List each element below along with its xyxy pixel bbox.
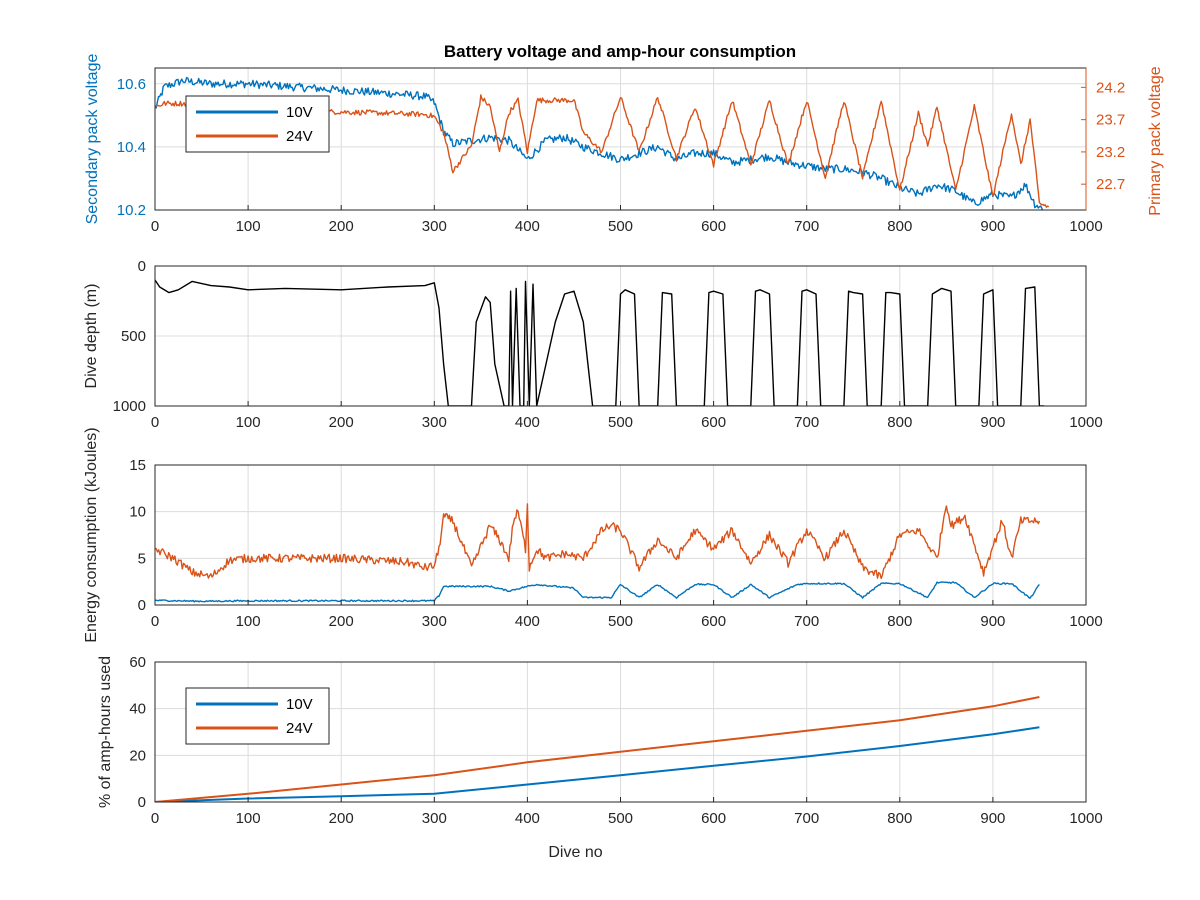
x-tick-label: 900: [980, 218, 1005, 235]
y-tick-label: 15: [129, 457, 146, 474]
x-tick-label: 300: [422, 414, 447, 431]
x-tick-label: 100: [236, 218, 261, 235]
x-tick-label: 200: [329, 810, 354, 827]
right-y-tick-label: 23.2: [1096, 144, 1125, 161]
x-tick-label: 900: [980, 414, 1005, 431]
x-tick-label: 600: [701, 414, 726, 431]
x-tick-label: 600: [701, 218, 726, 235]
x-tick-label: 400: [515, 414, 540, 431]
y-tick-label: 500: [121, 328, 146, 345]
x-tick-label: 100: [236, 613, 261, 630]
legend-box: [185, 95, 330, 153]
legend-box: [185, 687, 330, 745]
series-line-amphours-10V: [155, 726, 1040, 802]
x-tick-label: 400: [515, 218, 540, 235]
x-tick-label: 1000: [1069, 613, 1102, 630]
x-tick-label: 200: [329, 414, 354, 431]
y-axis-label: Secondary pack voltage: [84, 54, 101, 225]
figure-title: Battery voltage and amp-hour consumption: [444, 42, 796, 61]
x-tick-label: 700: [794, 810, 819, 827]
series-line-depth-depth: [155, 279, 1045, 406]
x-tick-label: 100: [236, 414, 261, 431]
x-tick-label: 700: [794, 613, 819, 630]
x-tick-label: 900: [980, 613, 1005, 630]
right-y-axis-label: Primary pack voltage: [1147, 66, 1164, 215]
y-tick-label: 10: [129, 504, 146, 521]
y-tick-label: 10.2: [117, 202, 146, 219]
x-tick-label: 800: [887, 613, 912, 630]
panel-voltage: 0 100 200 300 400 500 600 700 800 900 1000 10.2 10.4…: [84, 54, 1164, 235]
x-tick-label: 200: [329, 218, 354, 235]
y-tick-label: 60: [129, 654, 146, 671]
legend-label-24V: 24V: [286, 128, 313, 145]
y-axis-label: Dive depth (m): [83, 284, 100, 389]
legend-label-24V: 24V: [286, 720, 313, 737]
x-tick-label: 400: [515, 810, 540, 827]
x-tick-label: 1000: [1069, 218, 1102, 235]
x-tick-label: 500: [608, 810, 633, 827]
series-line-energy-10V: [155, 581, 1040, 603]
y-tick-label: 0: [138, 597, 146, 614]
panel-amphours: 0 100 200 300 400 500 600 700 800 900 1000 0 20 40 60%…: [97, 654, 1103, 861]
series-line-voltage-10V: [155, 76, 1045, 210]
y-tick-label: 40: [129, 701, 146, 718]
x-tick-label: 800: [887, 414, 912, 431]
y-tick-label: 0: [138, 258, 146, 275]
y-tick-label: 20: [129, 747, 146, 764]
x-tick-label: 700: [794, 414, 819, 431]
right-y-tick-label: 23.7: [1096, 112, 1125, 129]
series-line-energy-24V: [155, 503, 1041, 580]
x-tick-label: 300: [422, 613, 447, 630]
x-tick-label: 900: [980, 810, 1005, 827]
right-y-tick-label: 24.2: [1096, 79, 1125, 96]
x-tick-label: 700: [794, 218, 819, 235]
y-tick-label: 10.6: [117, 76, 146, 93]
x-tick-label: 0: [151, 613, 159, 630]
x-tick-label: 500: [608, 218, 633, 235]
x-tick-label: 100: [236, 810, 261, 827]
x-tick-label: 800: [887, 218, 912, 235]
x-tick-label: 300: [422, 218, 447, 235]
x-tick-label: 0: [151, 414, 159, 431]
y-axis-label: Energy consumption (kJoules): [83, 427, 100, 642]
x-tick-label: 0: [151, 218, 159, 235]
x-tick-label: 600: [701, 810, 726, 827]
x-tick-label: 0: [151, 810, 159, 827]
panel-energy: 0 100 200 300 400 500 600 700 800 900 1000 0 5 10 15 En…: [83, 427, 1103, 642]
y-tick-label: 1000: [113, 398, 146, 415]
panel-depth: 0 100 200 300 400 500 600 700 800 900 1000 0 500 1000…: [83, 258, 1103, 431]
y-tick-label: 10.4: [117, 139, 146, 156]
y-axis-label: % of amp-hours used: [97, 656, 114, 808]
x-tick-label: 300: [422, 810, 447, 827]
x-axis-label: Dive no: [548, 844, 602, 861]
x-tick-label: 1000: [1069, 810, 1102, 827]
y-tick-label: 5: [138, 550, 146, 567]
x-tick-label: 800: [887, 810, 912, 827]
right-y-tick-label: 22.7: [1096, 176, 1125, 193]
series-line-amphours-24V: [155, 696, 1040, 802]
x-tick-label: 500: [608, 613, 633, 630]
x-tick-label: 600: [701, 613, 726, 630]
panels: 0 100 200 300 400 500 600 700 800 900 100010.210.4…: [83, 54, 1164, 861]
y-tick-label: 0: [138, 794, 146, 811]
x-tick-label: 200: [329, 613, 354, 630]
x-tick-label: 1000: [1069, 414, 1102, 431]
legend-label-10V: 10V: [286, 696, 313, 713]
x-tick-label: 500: [608, 414, 633, 431]
x-tick-label: 400: [515, 613, 540, 630]
legend-label-10V: 10V: [286, 104, 313, 121]
